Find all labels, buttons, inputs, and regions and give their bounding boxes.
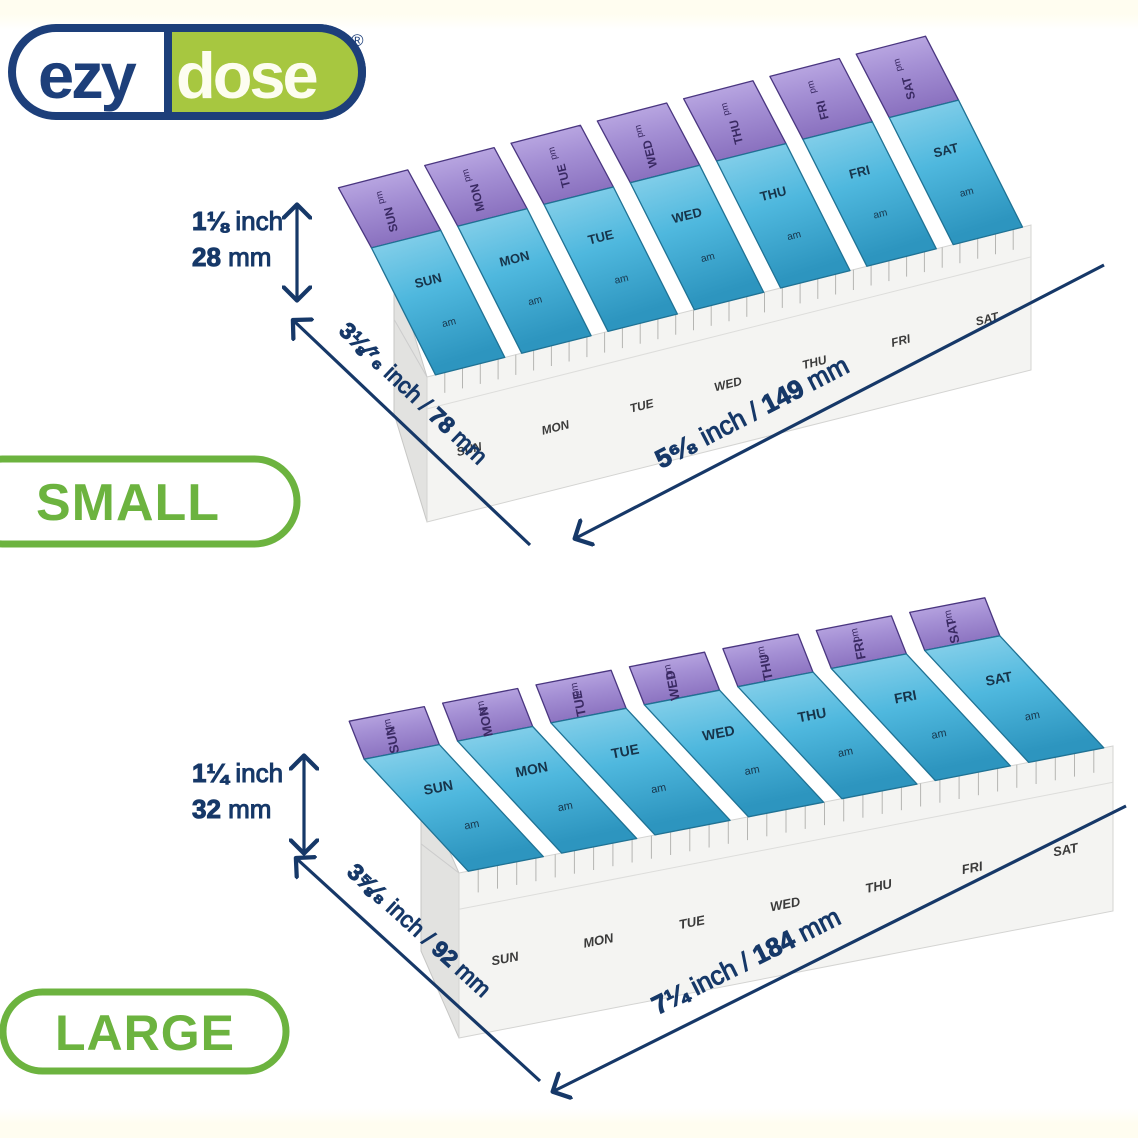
svg-text:SMALL: SMALL bbox=[36, 474, 220, 532]
svg-text:32 mm: 32 mm bbox=[192, 794, 271, 824]
svg-text:28 mm: 28 mm bbox=[192, 242, 271, 272]
svg-text:ezy: ezy bbox=[38, 39, 137, 112]
svg-text:LARGE: LARGE bbox=[55, 1005, 235, 1061]
svg-text:1⅛ inch: 1⅛ inch bbox=[192, 206, 283, 236]
svg-text:1¼ inch: 1¼ inch bbox=[192, 758, 283, 788]
svg-text:®: ® bbox=[351, 31, 364, 50]
svg-text:dose: dose bbox=[176, 39, 317, 112]
